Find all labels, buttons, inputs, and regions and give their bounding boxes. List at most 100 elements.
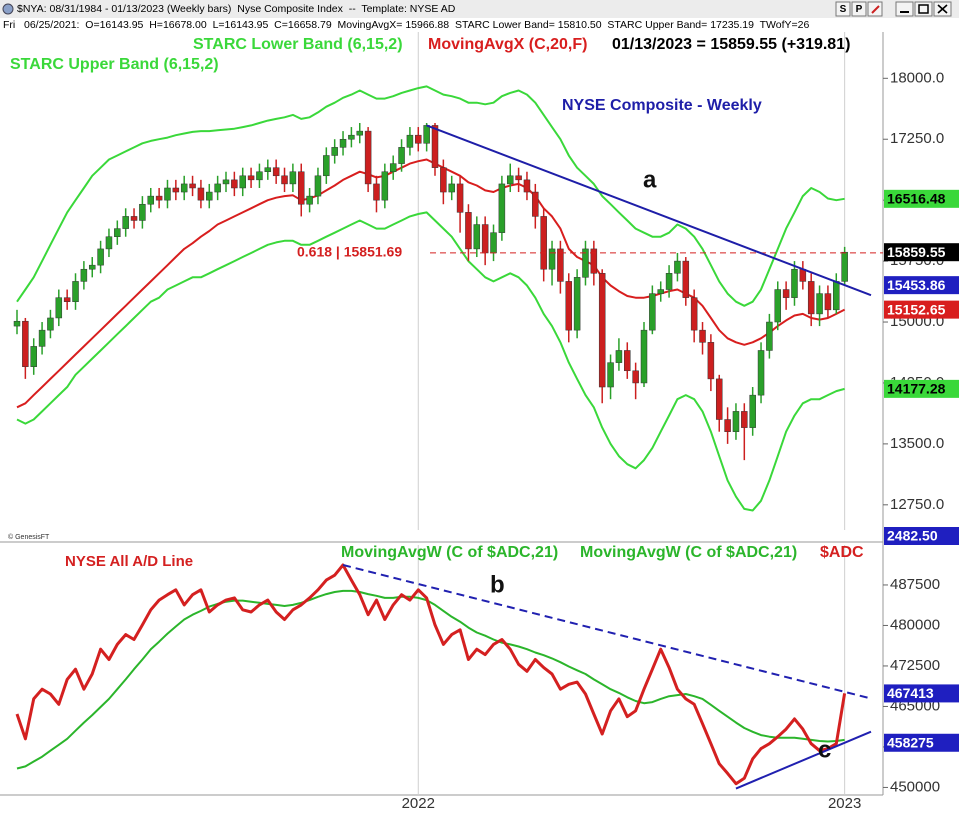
value-box (884, 276, 959, 295)
candle-body (632, 370, 639, 384)
candle-body (841, 251, 848, 282)
legend-label: STARC Upper Band (6,15,2) (10, 56, 219, 73)
candle-body (515, 175, 522, 181)
candle-body (782, 289, 790, 298)
value-box-label: 14177.28 (887, 381, 946, 397)
candle-body (323, 155, 330, 177)
candle-body (741, 411, 748, 428)
candle-body (139, 203, 146, 221)
candle-body (197, 187, 205, 201)
trendline-label: c (818, 736, 831, 763)
candle-body (791, 268, 798, 298)
button-label[interactable]: P (856, 4, 863, 15)
candle-body (122, 216, 129, 229)
candle-body (189, 183, 196, 189)
candle-body (532, 191, 539, 217)
candle-body (440, 167, 447, 193)
candle-body (498, 183, 506, 233)
candle-body (297, 171, 305, 205)
candle-body (749, 394, 756, 428)
candle-body (306, 195, 313, 205)
candle-body (615, 350, 623, 363)
trendline (426, 124, 872, 297)
candle-body (649, 293, 656, 331)
candle-body (465, 212, 472, 250)
trendline (735, 730, 872, 790)
candle-body (540, 216, 547, 270)
copyright: © GenesisFT (8, 533, 50, 541)
candle-body (373, 183, 380, 201)
legend-label: STARC Lower Band (6,15,2) (193, 36, 403, 53)
candle-body (30, 346, 37, 367)
candle-body (105, 236, 113, 250)
candle-body (774, 289, 782, 323)
series-line (15, 563, 847, 786)
y-tick-label: 487500 (890, 576, 940, 593)
y-tick-label: 17250.0 (890, 130, 944, 147)
candle-body (13, 320, 21, 327)
candle-body (231, 179, 238, 189)
title-bar (0, 0, 959, 18)
minimize-button[interactable] (895, 1, 914, 17)
candle-body (481, 224, 489, 254)
candle-body (63, 297, 71, 302)
candle-body (640, 329, 648, 384)
candle-body (699, 329, 706, 343)
candle-body (339, 138, 347, 148)
y-tick-label: 18000.0 (890, 69, 944, 86)
candle-body (314, 175, 322, 197)
candle-body (38, 329, 46, 347)
candle-body (598, 273, 606, 388)
value-box (884, 379, 959, 398)
value-box-label: 15859.55 (887, 244, 946, 260)
candle-body (214, 183, 221, 193)
maximize-button[interactable] (914, 1, 933, 17)
series-line (16, 85, 845, 307)
candle-body (523, 179, 531, 193)
candle-body (364, 130, 372, 185)
y-tick-label: 13500.0 (890, 435, 944, 452)
candle-body (222, 179, 230, 185)
panel-title: NYSE All A/D Line (65, 553, 193, 570)
candle-body (264, 167, 272, 172)
candle-body (55, 297, 63, 319)
candle-body (206, 191, 213, 201)
candle-body (816, 293, 823, 315)
y-tick-label: 472500 (890, 657, 940, 674)
legend-label: MovingAvgX (C,20,F) (428, 36, 587, 53)
button-s[interactable] (835, 1, 851, 17)
last-value-label: 01/13/2023 = 15859.55 (+319.81) (612, 36, 850, 53)
trendline-label: b (490, 571, 505, 598)
x-tick-label: 2023 (828, 795, 861, 812)
candle-body (47, 317, 54, 331)
candle-body (281, 175, 288, 185)
value-box (884, 527, 959, 545)
button-p[interactable] (851, 1, 867, 17)
window-title: $NYA: 08/31/1984 - 01/13/2023 (Weekly ba… (17, 3, 456, 15)
candle-body (22, 320, 29, 367)
y-tick-label: 450000 (890, 778, 940, 795)
candle-body (707, 342, 715, 380)
series-line (16, 589, 845, 770)
candle-body (348, 134, 355, 140)
button-label[interactable]: S (840, 4, 847, 15)
fib-label: 0.618 | 15851.69 (297, 244, 402, 260)
candle-body (97, 248, 104, 266)
candle-body (682, 260, 690, 298)
candle-body (715, 378, 723, 420)
value-box-label: 467413 (887, 685, 934, 701)
app-icon (2, 3, 14, 15)
candle-body (448, 183, 455, 193)
candle-body (490, 232, 497, 254)
value-box (884, 733, 959, 752)
candle-body (389, 163, 397, 172)
candle-body (180, 183, 188, 193)
y-tick-label: 12750.0 (890, 496, 944, 513)
legend-label: MovingAvgW (C of $ADC,21) (580, 544, 797, 561)
candle-body (473, 224, 481, 250)
candle-body (72, 281, 79, 302)
candle-body (147, 195, 155, 205)
candle-body (548, 248, 556, 270)
candle-body (456, 183, 464, 213)
